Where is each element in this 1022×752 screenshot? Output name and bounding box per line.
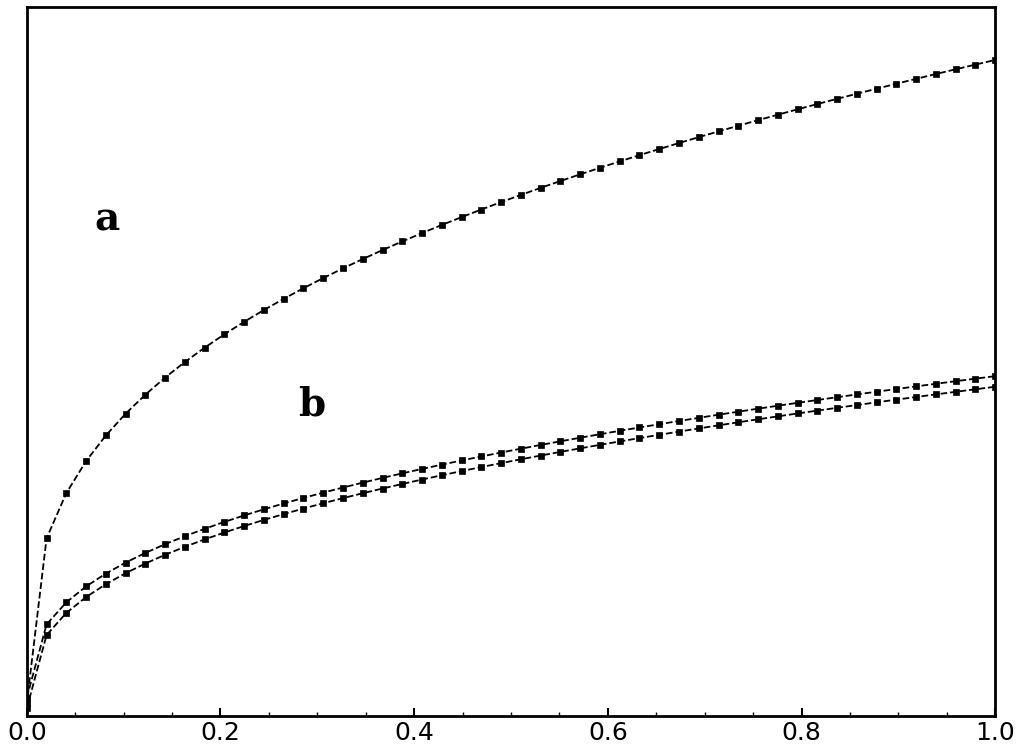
- Text: a: a: [95, 201, 120, 238]
- Text: b: b: [298, 385, 325, 423]
